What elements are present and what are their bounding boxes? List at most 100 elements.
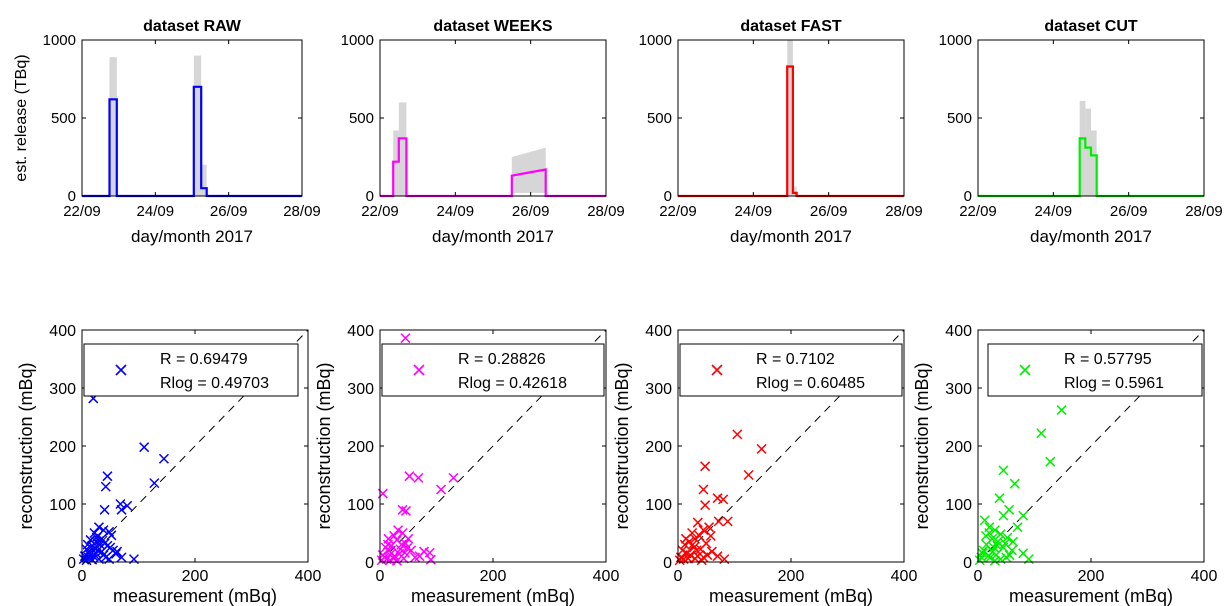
legend-rlog-value: Rlog = 0.60485 [756, 375, 865, 392]
panel-title: dataset RAW [143, 18, 242, 35]
x-tick-label: 24/09 [735, 203, 773, 220]
x-axis-label: day/month 2017 [432, 227, 554, 246]
scatter-point [713, 516, 724, 527]
y-tick-label: 400 [347, 323, 374, 340]
x-tick-label: 26/09 [512, 203, 550, 220]
scatter-point [1018, 510, 1029, 521]
scatter-point [743, 469, 754, 481]
x-tick-label: 22/09 [63, 203, 101, 220]
scatter-point [116, 552, 127, 563]
y-tick-label: 500 [349, 110, 374, 127]
scatter-point [712, 551, 723, 562]
y-tick-label: 300 [645, 381, 672, 398]
y-tick-label: 0 [664, 188, 672, 205]
scatter-point [1056, 405, 1067, 416]
scatter-point [698, 484, 709, 495]
legend-r-value: R = 0.28826 [458, 351, 546, 368]
scatter-point [992, 540, 1003, 551]
scatter-point [400, 333, 411, 344]
scatter-point [393, 525, 404, 536]
uncertainty-band [1085, 108, 1091, 196]
scatter-point [106, 530, 117, 541]
x-axis-label: measurement (mBq) [113, 586, 277, 606]
scatter-point [989, 525, 1000, 536]
scatter-point [722, 516, 733, 527]
x-tick-label: 28/09 [283, 203, 321, 220]
scatter-point [989, 555, 1000, 566]
y-tick-label: 1000 [939, 32, 972, 49]
x-tick-label: 0 [674, 568, 683, 585]
x-tick-label: 28/09 [1185, 203, 1223, 220]
scatter-point [111, 546, 123, 557]
panel-title: dataset CUT [1044, 18, 1138, 35]
scatter-point [86, 548, 97, 559]
release-series-line [678, 65, 904, 198]
x-axis-label: measurement (mBq) [709, 586, 873, 606]
scatter-point [1012, 522, 1023, 533]
x-tick-label: 200 [1078, 568, 1105, 585]
x-axis-label: day/month 2017 [1030, 227, 1152, 246]
uncertainty-band [511, 147, 546, 193]
panel-title: dataset FAST [740, 18, 842, 35]
x-tick-label: 0 [376, 568, 385, 585]
x-tick-label: 200 [182, 568, 209, 585]
scatter-point [100, 481, 111, 492]
scatter-point [978, 545, 989, 556]
y-tick-label: 200 [347, 439, 374, 456]
scatter-point [980, 530, 991, 541]
scatter-point [732, 429, 743, 440]
y-tick-label: 1000 [341, 32, 374, 49]
scatter-point [998, 510, 1009, 521]
scatter-point [700, 500, 711, 511]
legend-rlog-value: Rlog = 0.49703 [160, 375, 269, 392]
scatter-point [1036, 428, 1047, 439]
panel-title: dataset WEEKS [433, 18, 552, 35]
y-tick-label: 300 [945, 381, 972, 398]
y-tick-label: 0 [963, 555, 972, 572]
y-tick-label: 0 [365, 555, 374, 572]
scatter-point [698, 525, 709, 536]
scatter-point [158, 453, 169, 464]
scatter-point [1004, 550, 1015, 561]
scatter-point [696, 555, 707, 566]
scatter-point [984, 522, 995, 533]
x-tick-label: 22/09 [959, 203, 997, 220]
legend-rlog-value: Rlog = 0.42618 [458, 375, 567, 392]
scatter-point [391, 555, 402, 566]
x-tick-label: 22/09 [659, 203, 697, 220]
y-tick-label: 0 [366, 188, 374, 205]
scatter-point [1000, 538, 1011, 549]
scatter-point [122, 500, 133, 511]
scatter-point [994, 493, 1005, 504]
x-tick-label: 24/09 [137, 203, 175, 220]
legend-marker [1019, 364, 1031, 376]
scatter-point [995, 529, 1006, 540]
x-tick-label: 400 [593, 568, 620, 585]
scatter-point [400, 505, 412, 516]
scatter-point [93, 522, 104, 533]
uncertainty-band [393, 130, 399, 196]
scatter-point [149, 478, 160, 489]
scatter-point [718, 494, 729, 505]
scatter-point [102, 471, 113, 482]
x-tick-label: 26/09 [210, 203, 248, 220]
y-tick-label: 500 [947, 110, 972, 127]
legend-box [83, 343, 299, 397]
scatter-point [448, 472, 459, 483]
x-axis-label: measurement (mBq) [1009, 586, 1173, 606]
x-tick-label: 400 [891, 568, 918, 585]
legend-marker [115, 364, 127, 376]
scatter-point [979, 515, 990, 526]
scatter-point [705, 530, 716, 541]
scatter-point [1009, 478, 1020, 489]
y-tick-label: 500 [51, 110, 76, 127]
x-tick-label: 28/09 [885, 203, 923, 220]
uncertainty-band [109, 57, 117, 196]
y-tick-label: 200 [945, 439, 972, 456]
scatter-point [998, 465, 1009, 476]
y-tick-label: 500 [647, 110, 672, 127]
uncertainty-band [787, 40, 793, 196]
y-tick-label: 0 [68, 188, 76, 205]
y-tick-label: 200 [645, 439, 672, 456]
x-tick-label: 200 [778, 568, 805, 585]
